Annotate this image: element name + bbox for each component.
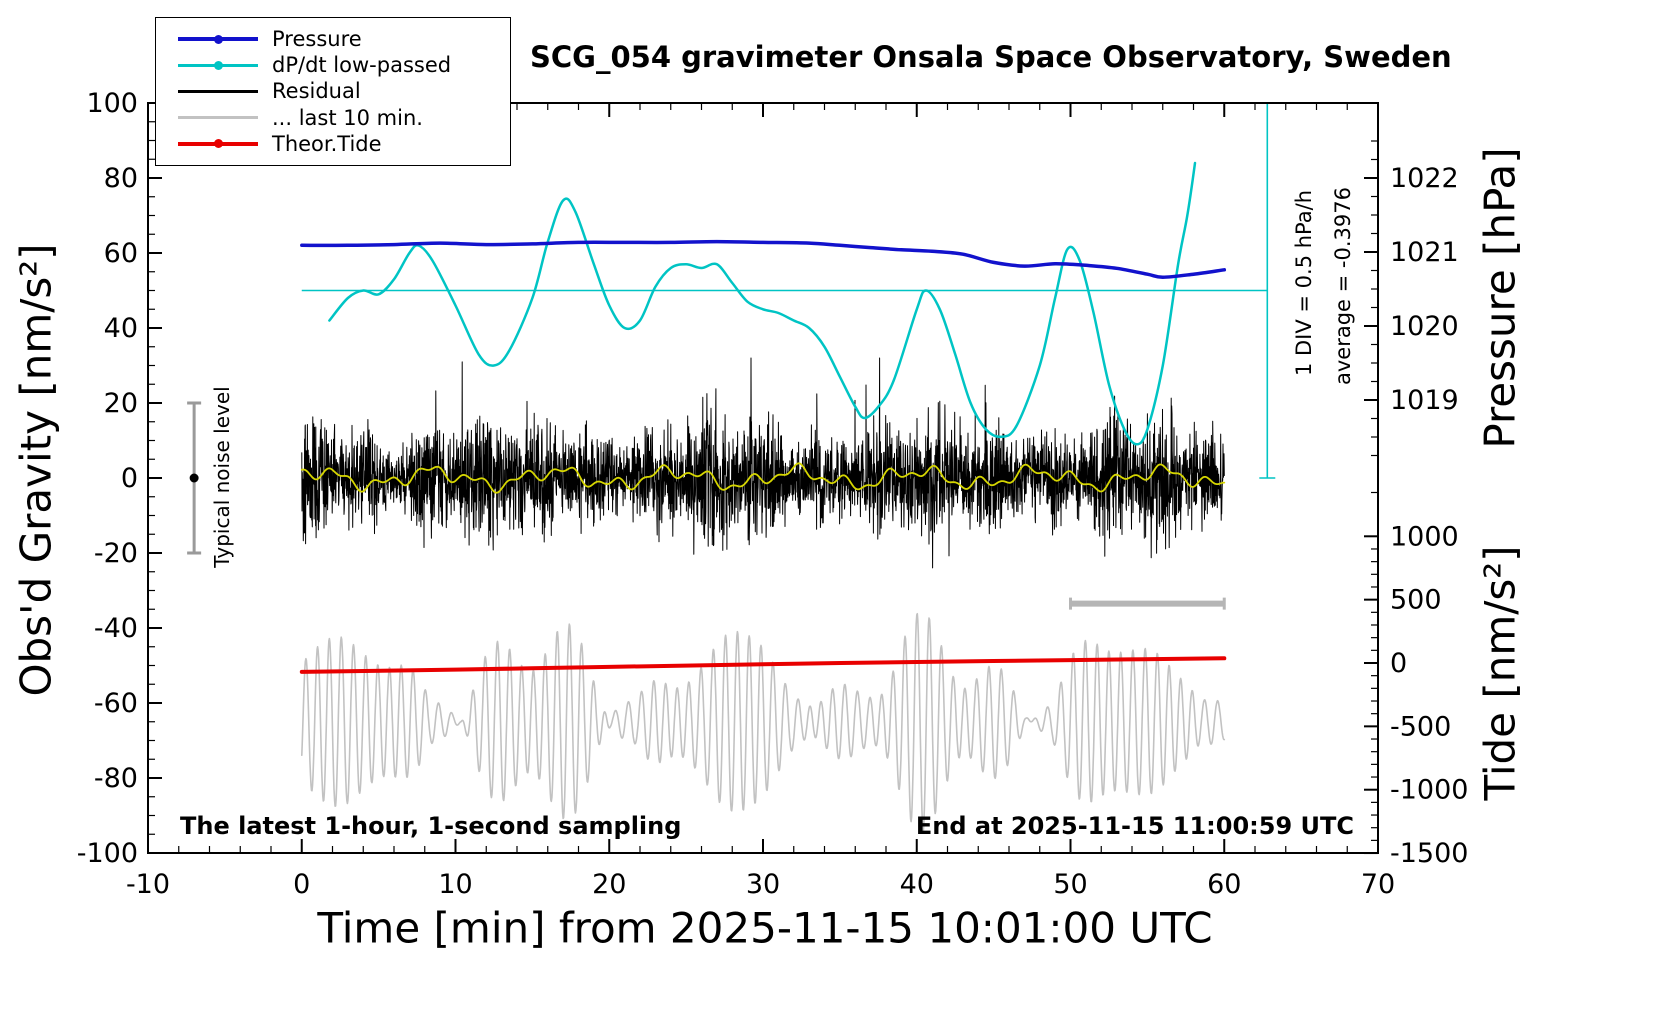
tick-label: 1021 <box>1390 237 1459 268</box>
tide-axis-label: Tide [nm/s²] <box>1475 545 1525 801</box>
tick-label: -10 <box>126 869 170 900</box>
tick-label: -20 <box>94 538 138 569</box>
legend-sample-residual <box>178 90 258 93</box>
legend-sample-pressure <box>178 34 258 44</box>
series-residual-low-passed <box>300 462 1226 494</box>
legend-line-swatch <box>178 90 258 93</box>
legend: Pressure dP/dt low-passed Residual... last… <box>155 17 511 166</box>
tick-label: 500 <box>1390 585 1442 616</box>
legend-dot-swatch <box>214 60 223 70</box>
tick-label: -1500 <box>1390 838 1468 869</box>
tick-label: 30 <box>746 869 780 900</box>
tick-label: 1019 <box>1390 385 1459 416</box>
tick-label: -100 <box>77 838 138 869</box>
tick-label: 20 <box>592 869 626 900</box>
tick-label: 20 <box>104 388 138 419</box>
tick-label: 0 <box>1390 648 1407 679</box>
tick-label: 0 <box>293 869 310 900</box>
tick-label: 40 <box>104 313 138 344</box>
legend-line-swatch <box>178 116 258 119</box>
chart-markers <box>187 401 1226 610</box>
series-last-10-min <box>301 612 1226 832</box>
data-series <box>299 161 1227 832</box>
tick-label: 1020 <box>1390 311 1459 342</box>
legend-label: Theor.Tide <box>272 131 382 156</box>
legend-item-theor-tide: Theor.Tide <box>156 132 510 156</box>
legend-dot-swatch <box>214 34 223 44</box>
legend-dot-swatch <box>214 139 223 149</box>
series-theor-tide <box>299 656 1227 674</box>
legend-item-residual: Residual <box>156 79 510 103</box>
legend-label: Residual <box>272 79 361 104</box>
end-time-note: End at 2025-11-15 11:00:59 UTC <box>915 812 1354 840</box>
tick-label: -80 <box>94 763 138 794</box>
tick-label: 40 <box>900 869 934 900</box>
tick-label: -60 <box>94 688 138 719</box>
tick-label: 60 <box>1207 869 1241 900</box>
pressure-axis-label: Pressure [hPa] <box>1475 147 1525 449</box>
legend-label: ... last 10 min. <box>272 105 423 130</box>
series-dp-dt-low-passed <box>328 161 1197 446</box>
div-scale-note: 1 DIV = 0.5 hPa/h <box>1292 189 1316 377</box>
series-pressure <box>300 239 1227 279</box>
tick-label: 100 <box>86 88 138 119</box>
legend-item-last-10-min: ... last 10 min. <box>156 106 510 130</box>
y-axis-label: Obs'd Gravity [nm/s²] <box>11 243 61 697</box>
tick-label: 1000 <box>1390 521 1459 552</box>
legend-sample-dp-dt-low-passed <box>178 60 258 70</box>
series-residual <box>301 357 1225 569</box>
tick-label: 1022 <box>1390 163 1459 194</box>
x-axis-label: Time [min] from 2025-11-15 10:01:00 UTC <box>317 903 1213 953</box>
average-note: average = -0.3976 <box>1331 187 1355 385</box>
tick-label: -500 <box>1390 711 1451 742</box>
tick-label: -1000 <box>1390 775 1468 806</box>
tick-label: 80 <box>104 163 138 194</box>
chart-title: SCG_054 gravimeter Onsala Space Observat… <box>530 40 1452 74</box>
legend-item-pressure: Pressure <box>156 27 510 51</box>
legend-sample-last-10-min <box>178 116 258 119</box>
tick-label: -40 <box>94 613 138 644</box>
tick-label: 60 <box>104 238 138 269</box>
legend-item-dp-dt-low-passed: dP/dt low-passed <box>156 53 510 77</box>
tick-label: 10 <box>438 869 472 900</box>
noise-level-center-dot <box>189 473 199 483</box>
noise-level-label: Typical noise level <box>210 386 234 568</box>
tick-label: 70 <box>1361 869 1395 900</box>
legend-label: dP/dt low-passed <box>272 53 452 78</box>
legend-label: Pressure <box>272 27 362 52</box>
legend-sample-theor-tide <box>178 139 258 149</box>
sampling-note: The latest 1-hour, 1-second sampling <box>180 812 682 840</box>
tick-label: 50 <box>1053 869 1087 900</box>
tick-label: 0 <box>121 463 138 494</box>
